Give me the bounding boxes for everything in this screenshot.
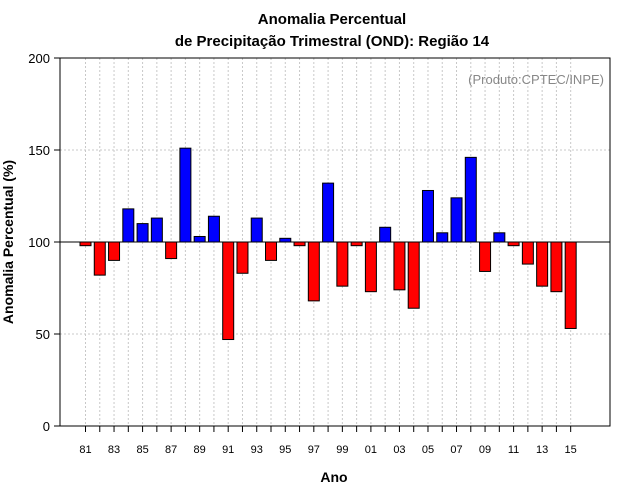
bar-01 xyxy=(364,241,377,293)
bar-10 xyxy=(493,232,506,243)
bar-13 xyxy=(536,241,549,287)
bar-84 xyxy=(122,208,135,243)
x-axis-label: Ano xyxy=(320,469,347,485)
x-tick-label: 05 xyxy=(422,444,434,456)
bar-88 xyxy=(179,147,192,243)
bar-12 xyxy=(521,241,534,265)
x-tick-label: 99 xyxy=(336,444,348,456)
bar-86 xyxy=(150,217,163,243)
x-tick-label: 07 xyxy=(450,444,462,456)
x-tick-label: 95 xyxy=(279,444,291,456)
bar-97 xyxy=(307,241,320,302)
x-tick-label: 85 xyxy=(136,444,148,456)
x-tick-label: 13 xyxy=(536,444,548,456)
bar-96 xyxy=(293,241,306,247)
x-tick-label: 97 xyxy=(308,444,320,456)
source-annotation: (Produto:CPTEC/INPE) xyxy=(468,72,604,87)
bars xyxy=(79,147,577,341)
y-tick-label: 200 xyxy=(28,51,50,66)
bar-92 xyxy=(236,241,249,274)
y-tick-label: 50 xyxy=(36,327,50,342)
bar-08 xyxy=(464,156,477,243)
bar-90 xyxy=(207,215,220,243)
x-tick-label: 81 xyxy=(79,444,91,456)
x-tick-label: 91 xyxy=(222,444,234,456)
bar-06 xyxy=(436,232,449,243)
x-tick-label: 93 xyxy=(251,444,263,456)
bar-07 xyxy=(450,197,463,243)
y-tick-label: 100 xyxy=(28,235,50,250)
chart-title: Anomalia Percentual xyxy=(258,11,406,28)
y-axis-label: Anomalia Percentual (%) xyxy=(0,160,16,324)
bar-14 xyxy=(550,241,563,293)
bar-94 xyxy=(265,241,278,261)
bar-87 xyxy=(165,241,178,260)
bar-05 xyxy=(421,189,434,243)
x-tick-label: 15 xyxy=(565,444,577,456)
bar-99 xyxy=(336,241,349,287)
bar-00 xyxy=(350,241,363,247)
bar-82 xyxy=(93,241,106,276)
bar-85 xyxy=(136,223,149,243)
bar-83 xyxy=(108,241,121,261)
x-tick-label: 01 xyxy=(365,444,377,456)
y-ticks: 0 50 100 150 200 xyxy=(28,51,60,434)
bar-91 xyxy=(222,241,235,341)
x-tick-label: 89 xyxy=(194,444,206,456)
bar-81 xyxy=(79,241,92,247)
chart-subtitle: de Precipitação Trimestral (OND): Região… xyxy=(175,33,490,50)
y-tick-label: 0 xyxy=(43,419,50,434)
bar-15 xyxy=(564,241,577,329)
bar-95 xyxy=(279,237,292,243)
x-tick-label: 11 xyxy=(508,444,519,456)
bar-04 xyxy=(407,241,420,309)
y-tick-label: 150 xyxy=(28,143,50,158)
bar-98 xyxy=(322,182,335,243)
x-tick-label: 03 xyxy=(393,444,405,456)
x-ticks: 81 83 85 87 89 91 93 95 97 99 01 03 05 07 09 11 13 15 xyxy=(79,426,577,456)
x-tick-label: 83 xyxy=(108,444,120,456)
plot-frame xyxy=(59,57,611,427)
bar-89 xyxy=(193,235,206,243)
bar-02 xyxy=(379,226,392,243)
bar-11 xyxy=(507,241,520,247)
bar-09 xyxy=(479,241,492,272)
x-tick-label: 09 xyxy=(479,444,491,456)
x-tick-label: 87 xyxy=(165,444,177,456)
bar-03 xyxy=(393,241,406,291)
bar-93 xyxy=(250,217,263,243)
